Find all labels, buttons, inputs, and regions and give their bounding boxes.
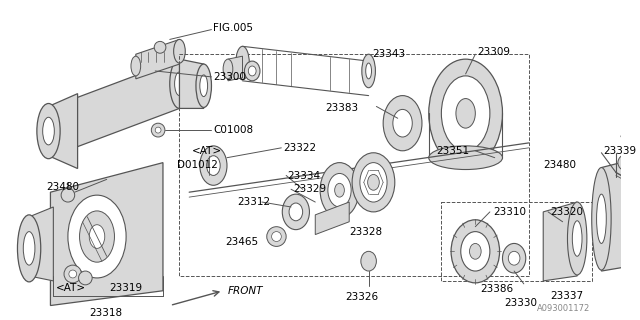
Text: 23300: 23300 xyxy=(213,72,246,82)
Ellipse shape xyxy=(335,183,344,197)
Ellipse shape xyxy=(17,215,41,282)
Ellipse shape xyxy=(289,203,303,221)
Ellipse shape xyxy=(37,103,60,159)
Ellipse shape xyxy=(360,163,387,202)
Text: 23383: 23383 xyxy=(325,102,358,113)
Text: <AT>: <AT> xyxy=(56,283,86,293)
Text: 23319: 23319 xyxy=(109,283,143,293)
Text: 23329: 23329 xyxy=(293,184,326,194)
Ellipse shape xyxy=(618,155,634,171)
Ellipse shape xyxy=(223,59,233,79)
Polygon shape xyxy=(136,39,179,79)
Polygon shape xyxy=(29,207,53,281)
Text: FIG.005: FIG.005 xyxy=(213,23,253,33)
Polygon shape xyxy=(51,163,163,306)
Ellipse shape xyxy=(79,271,92,285)
Bar xyxy=(179,54,529,276)
Ellipse shape xyxy=(456,99,476,128)
Ellipse shape xyxy=(596,194,606,244)
Ellipse shape xyxy=(68,195,126,278)
Ellipse shape xyxy=(61,188,75,202)
Ellipse shape xyxy=(64,265,81,283)
Text: 23318: 23318 xyxy=(89,308,122,318)
Text: 23334: 23334 xyxy=(287,171,320,180)
Ellipse shape xyxy=(170,59,189,108)
Ellipse shape xyxy=(69,270,77,278)
Ellipse shape xyxy=(282,194,310,230)
Polygon shape xyxy=(602,153,640,271)
Ellipse shape xyxy=(362,54,376,88)
Ellipse shape xyxy=(328,173,351,207)
Ellipse shape xyxy=(267,227,286,246)
Text: C01008: C01008 xyxy=(213,125,253,135)
Ellipse shape xyxy=(383,96,422,151)
Polygon shape xyxy=(316,202,349,235)
Text: 23480: 23480 xyxy=(543,160,576,170)
Ellipse shape xyxy=(429,59,502,168)
Text: 23312: 23312 xyxy=(237,197,271,207)
Ellipse shape xyxy=(244,61,260,81)
Ellipse shape xyxy=(361,251,376,271)
Ellipse shape xyxy=(592,168,611,270)
Polygon shape xyxy=(179,59,204,108)
Text: A093001172: A093001172 xyxy=(536,304,590,313)
Ellipse shape xyxy=(44,107,63,156)
Ellipse shape xyxy=(352,153,395,212)
Text: 23326: 23326 xyxy=(346,292,378,302)
Polygon shape xyxy=(49,94,77,169)
Polygon shape xyxy=(543,202,577,281)
Ellipse shape xyxy=(442,76,490,151)
Ellipse shape xyxy=(151,123,165,137)
Ellipse shape xyxy=(568,202,587,275)
Ellipse shape xyxy=(271,232,282,242)
Text: 23337: 23337 xyxy=(550,291,583,301)
Text: 23351: 23351 xyxy=(436,146,470,156)
Ellipse shape xyxy=(236,46,250,80)
Text: 23328: 23328 xyxy=(349,227,382,237)
Ellipse shape xyxy=(572,221,582,256)
Ellipse shape xyxy=(196,64,211,108)
Ellipse shape xyxy=(461,232,490,271)
Ellipse shape xyxy=(429,146,502,170)
Ellipse shape xyxy=(49,119,58,143)
Bar xyxy=(442,202,592,281)
Ellipse shape xyxy=(131,56,141,76)
Polygon shape xyxy=(228,56,243,81)
Text: 23339: 23339 xyxy=(604,146,637,156)
Polygon shape xyxy=(53,59,179,156)
Ellipse shape xyxy=(502,244,526,273)
Text: D01012: D01012 xyxy=(177,160,218,170)
Text: 23386: 23386 xyxy=(480,284,513,294)
Ellipse shape xyxy=(367,174,380,190)
Ellipse shape xyxy=(154,41,166,53)
Ellipse shape xyxy=(43,117,54,145)
Ellipse shape xyxy=(320,163,359,218)
Text: 23343: 23343 xyxy=(372,49,406,59)
Ellipse shape xyxy=(200,146,227,185)
Text: 23330: 23330 xyxy=(504,298,538,308)
Ellipse shape xyxy=(79,211,115,262)
Ellipse shape xyxy=(89,225,105,248)
Text: FRONT: FRONT xyxy=(228,286,264,296)
Ellipse shape xyxy=(207,156,220,175)
Ellipse shape xyxy=(248,66,256,76)
Text: 23322: 23322 xyxy=(284,143,316,153)
Ellipse shape xyxy=(508,251,520,265)
Ellipse shape xyxy=(173,39,185,63)
Text: 23310: 23310 xyxy=(493,207,526,217)
Ellipse shape xyxy=(393,109,412,137)
Ellipse shape xyxy=(470,244,481,259)
Ellipse shape xyxy=(451,220,500,283)
Ellipse shape xyxy=(175,72,184,96)
Ellipse shape xyxy=(365,63,372,79)
Ellipse shape xyxy=(156,127,161,133)
Ellipse shape xyxy=(23,232,35,265)
Text: 23465: 23465 xyxy=(225,236,258,246)
Ellipse shape xyxy=(200,75,207,97)
Text: 23480: 23480 xyxy=(47,182,79,192)
Text: 23320: 23320 xyxy=(550,207,583,217)
Text: <AT>: <AT> xyxy=(192,146,222,156)
Text: 23309: 23309 xyxy=(477,47,510,57)
